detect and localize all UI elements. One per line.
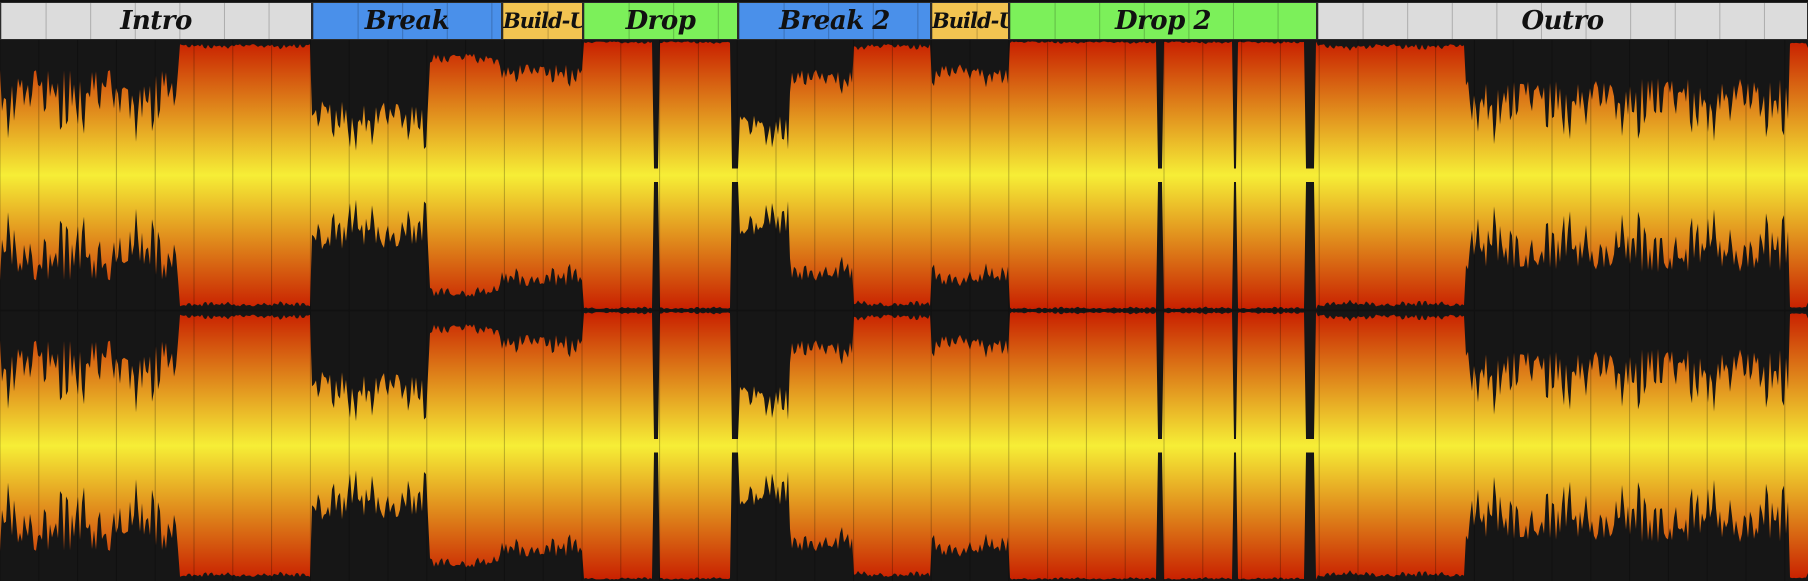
section-marker-build-up[interactable]: Build-Up: [502, 2, 583, 40]
waveform-display[interactable]: [0, 40, 1808, 581]
bar-grid: [584, 3, 737, 39]
bar-grid: [313, 3, 501, 39]
bar-grid: [1010, 3, 1316, 39]
section-marker-build-up-2[interactable]: Build-Up 2: [931, 2, 1009, 40]
section-marker-label: Outro: [1521, 6, 1604, 36]
waveform-channel-left: [0, 41, 1808, 310]
section-marker-label: Intro: [120, 6, 192, 36]
section-marker-label: Drop 2: [1115, 6, 1211, 36]
section-marker-label: Build-Up: [503, 8, 582, 33]
section-marker-bar: Intro Break Build-Up Drop Break 2 Build-…: [0, 0, 1808, 40]
section-marker-break[interactable]: Break: [312, 2, 502, 40]
section-marker-label: Drop: [625, 6, 696, 36]
bar-grid: [739, 3, 930, 39]
section-marker-outro[interactable]: Outro: [1317, 2, 1808, 40]
bar-grid: [1318, 3, 1807, 39]
section-marker-label: Break 2: [779, 6, 890, 36]
section-marker-drop-2[interactable]: Drop 2: [1009, 2, 1317, 40]
section-marker-label: Build-Up 2: [932, 8, 1008, 33]
section-marker-intro[interactable]: Intro: [0, 2, 312, 40]
waveform-channel-right: [0, 311, 1808, 580]
waveform-fill: [0, 41, 1808, 310]
stereo-waveform[interactable]: [0, 40, 1808, 581]
section-marker-drop[interactable]: Drop: [583, 2, 738, 40]
waveform-fill: [0, 311, 1808, 580]
bar-grid: [1, 3, 311, 39]
section-marker-break-2[interactable]: Break 2: [738, 2, 931, 40]
section-marker-label: Break: [364, 6, 450, 36]
bar-grid: [932, 3, 1008, 39]
bar-grid: [503, 3, 582, 39]
